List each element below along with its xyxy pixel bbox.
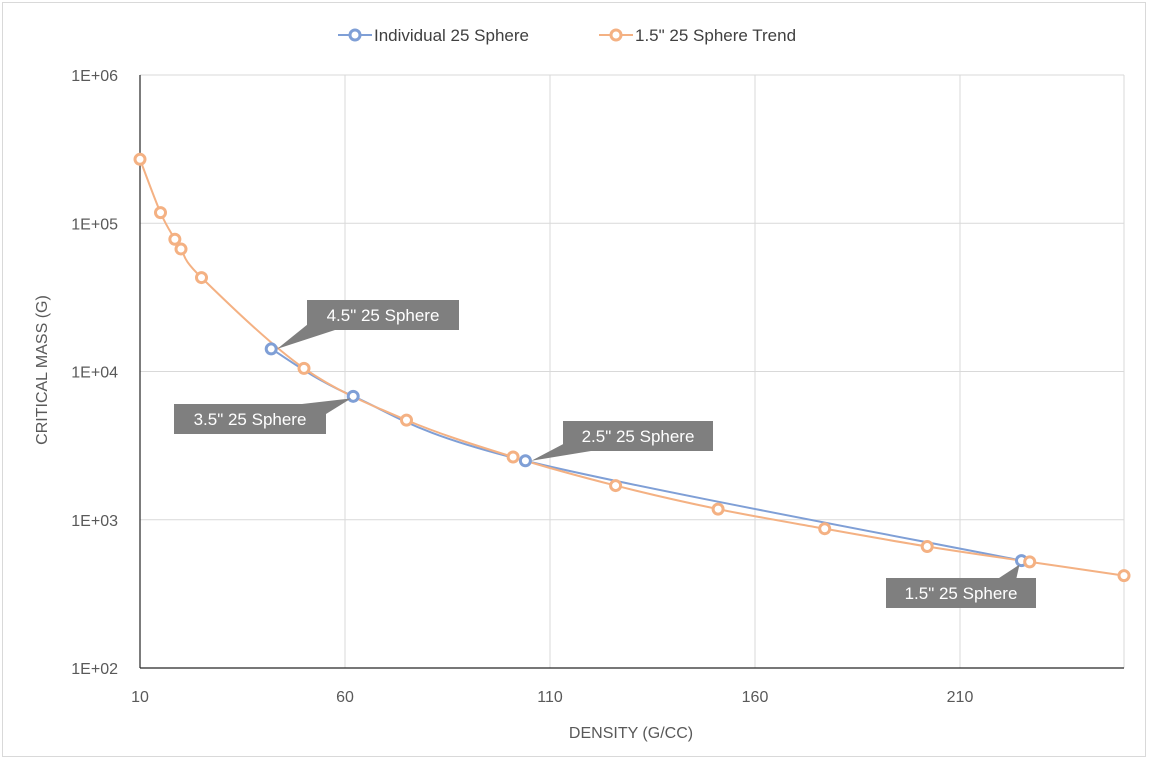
callout-box	[563, 421, 713, 451]
series-line	[270, 348, 1022, 562]
legend-swatch-marker	[348, 28, 362, 42]
data-point	[346, 389, 360, 403]
legend-label: 1.5" 25 Sphere Trend	[635, 26, 796, 45]
data-point	[920, 540, 934, 554]
callout-text: 2.5" 25 Sphere	[582, 427, 695, 446]
data-point	[264, 342, 278, 356]
legend-item: Individual 25 Sphere	[338, 26, 529, 45]
x-tick-label: 160	[742, 689, 769, 706]
x-tick-label: 110	[537, 689, 563, 706]
y-tick-label: 1E+03	[71, 513, 118, 530]
legend-label: Individual 25 Sphere	[374, 26, 529, 45]
y-tick-label: 1E+05	[71, 216, 118, 233]
callout-label: 3.5" 25 Sphere	[174, 398, 352, 434]
callout-pointer	[996, 564, 1020, 580]
x-tick-label: 60	[336, 689, 354, 706]
series-1	[139, 158, 1125, 577]
legend: Individual 25 Sphere 1.5" 25 Sphere Trend	[338, 26, 796, 45]
callout-box	[174, 404, 326, 434]
series-markers-0	[264, 342, 1028, 568]
x-tick-label: 210	[947, 689, 974, 706]
data-point	[174, 242, 188, 256]
data-point	[400, 413, 413, 427]
data-point	[133, 152, 147, 166]
data-point	[711, 502, 725, 516]
x-tick-label: 10	[131, 689, 149, 706]
data-point	[1023, 555, 1037, 569]
data-point	[154, 206, 167, 220]
legend-item: 1.5" 25 Sphere Trend	[599, 26, 796, 45]
callout-box	[307, 300, 459, 330]
callout-label: 4.5" 25 Sphere	[277, 300, 459, 349]
callout-label: 2.5" 25 Sphere	[531, 421, 713, 461]
data-point	[168, 232, 182, 246]
series-line	[139, 158, 1125, 577]
callout-text: 4.5" 25 Sphere	[327, 306, 440, 325]
data-point	[818, 522, 832, 536]
data-point	[297, 361, 311, 375]
y-tick-label: 1E+02	[71, 661, 118, 678]
axis-layer: 1E+02 1E+03 1E+04 1E+05 1E+06 10 60 110 160 210	[71, 68, 1124, 706]
y-axis-title: CRITICAL MASS (G)	[34, 295, 51, 445]
data-point	[1117, 569, 1131, 583]
x-axis-title: DENSITY (G/CC)	[569, 725, 693, 742]
callout-text: 1.5" 25 Sphere	[905, 584, 1018, 603]
callout-pointer	[302, 398, 352, 414]
callout-box	[886, 578, 1036, 608]
data-point	[518, 454, 532, 468]
series-layer	[133, 152, 1131, 583]
series-0	[270, 348, 1022, 562]
callout-text: 3.5" 25 Sphere	[194, 410, 307, 429]
data-point	[195, 271, 208, 285]
series-markers-1	[133, 152, 1131, 583]
data-point	[609, 479, 623, 493]
y-tick-label: 1E+04	[71, 365, 118, 382]
legend-swatch-marker	[609, 28, 623, 42]
callout-label: 1.5" 25 Sphere	[886, 564, 1036, 608]
y-tick-label: 1E+06	[71, 68, 118, 85]
callout-layer: 4.5" 25 Sphere 3.5" 25 Sphere 2.5" 25 Sphe…	[174, 300, 1036, 608]
data-point	[506, 450, 520, 464]
